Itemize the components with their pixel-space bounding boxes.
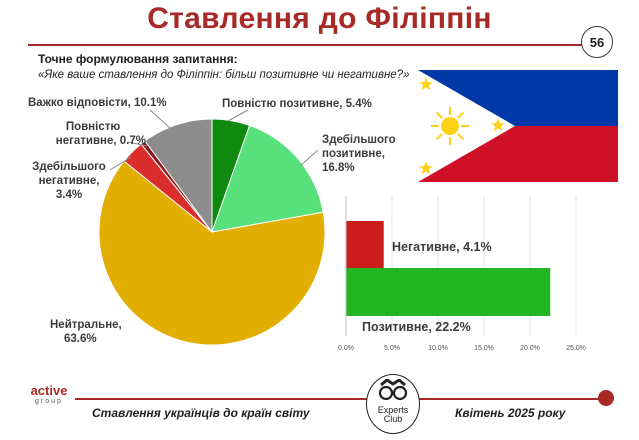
pie-slice-fully-negative	[140, 140, 213, 233]
pie-label-mostly-negative: Здебільшого негативне, 3.4%	[28, 160, 110, 202]
pie-label-fully-negative-line2: негативне, 0.7%	[55, 135, 146, 147]
flag-star-right-icon	[491, 118, 505, 132]
pie-leader-line	[109, 156, 132, 171]
footer-date: Квітень 2025 року	[455, 406, 566, 420]
footer-report-title: Ставлення українців до країн світу	[92, 406, 310, 420]
active-group-logo: active group	[24, 384, 74, 420]
footer-divider	[75, 398, 605, 400]
page-number: 56	[581, 26, 613, 58]
question-heading: Точне формулювання запитання:	[38, 52, 238, 66]
bar-positive	[346, 268, 551, 316]
logo-club-text: Club	[383, 414, 403, 424]
pie-slice-mostly-negative	[123, 143, 213, 233]
bar-tick-label: 0.0%	[338, 345, 354, 352]
glasses-icon	[378, 378, 408, 401]
pie-label-mostly-positive-line3: 16.8%	[322, 162, 355, 174]
logo-experts-text: Experts	[377, 405, 409, 415]
pie-label-mostly-positive-line1: Здебільшого	[322, 134, 396, 146]
sun-ray	[457, 133, 465, 141]
philippines-flag-image	[418, 70, 618, 182]
bar-label-positive: Позитивне, 22.2%	[362, 320, 471, 334]
flag-star-bottom-icon	[419, 161, 433, 175]
sun-ray	[435, 111, 443, 119]
bar-tick-label: 5.0%	[384, 345, 400, 352]
pie-label-fully-positive: Повністю позитивне, 5.4%	[222, 98, 372, 110]
question-text: «Яке ваше ставлення до Філіппін: більш п…	[38, 69, 410, 81]
pie-label-mostly-positive-line2: позитивне,	[322, 148, 385, 160]
pie-slice-mostly-positive	[211, 124, 324, 233]
pie-leader-line	[227, 109, 249, 122]
pie-label-mostly-negative-line1: Здебільшого	[32, 161, 106, 173]
pie-label-neutral-line2: 63.6%	[64, 333, 97, 345]
bar-tick-label: 25.0%	[566, 345, 586, 352]
pie-label-mostly-negative-line3: 3.4%	[55, 189, 83, 201]
logo-group-text: group	[35, 398, 63, 405]
pie-leader-line	[299, 149, 319, 167]
sun-ray	[435, 133, 443, 141]
pie-label-fully-negative: Повністю негативне, 0.7%	[40, 120, 146, 148]
page-title: Ставлення до Філіппін	[147, 2, 492, 35]
flag-sun-icon	[431, 107, 469, 145]
sun-ray	[457, 111, 465, 119]
bar-negative	[346, 221, 384, 268]
pie-label-fully-negative-line1: Повністю	[65, 121, 121, 133]
title-divider	[28, 44, 586, 46]
pie-label-mostly-negative-line2: негативне,	[38, 175, 100, 187]
bar-label-negative: Негативне, 4.1%	[392, 240, 492, 254]
bar-tick-label: 10.0%	[428, 345, 448, 352]
experts-club-logo: Experts Club	[366, 374, 420, 434]
pie-slice-fully-positive	[211, 118, 251, 233]
pie-slice-hard-to-say	[144, 118, 213, 234]
pie-leader-line	[149, 109, 171, 129]
logo-active-text: active	[30, 383, 68, 398]
footer-dot	[598, 390, 614, 406]
pie-label-neutral-line1: Нейтральне,	[50, 319, 122, 331]
pie-label-hard-to-say: Важко відповісти, 10.1%	[28, 97, 167, 109]
bar-tick-label: 15.0%	[474, 345, 494, 352]
bar-chart: 0.0% 5.0% 10.0% 15.0% 20.0% 25.0% Негативне, 4…	[338, 196, 586, 352]
flag-star-top-icon	[419, 77, 433, 91]
pie-label-mostly-positive: Здебільшого позитивне, 16.8%	[322, 133, 396, 175]
pie-label-neutral: Нейтральне, 63.6%	[50, 318, 122, 346]
bar-tick-label: 20.0%	[520, 345, 540, 352]
pie-slice-neutral	[98, 160, 326, 346]
